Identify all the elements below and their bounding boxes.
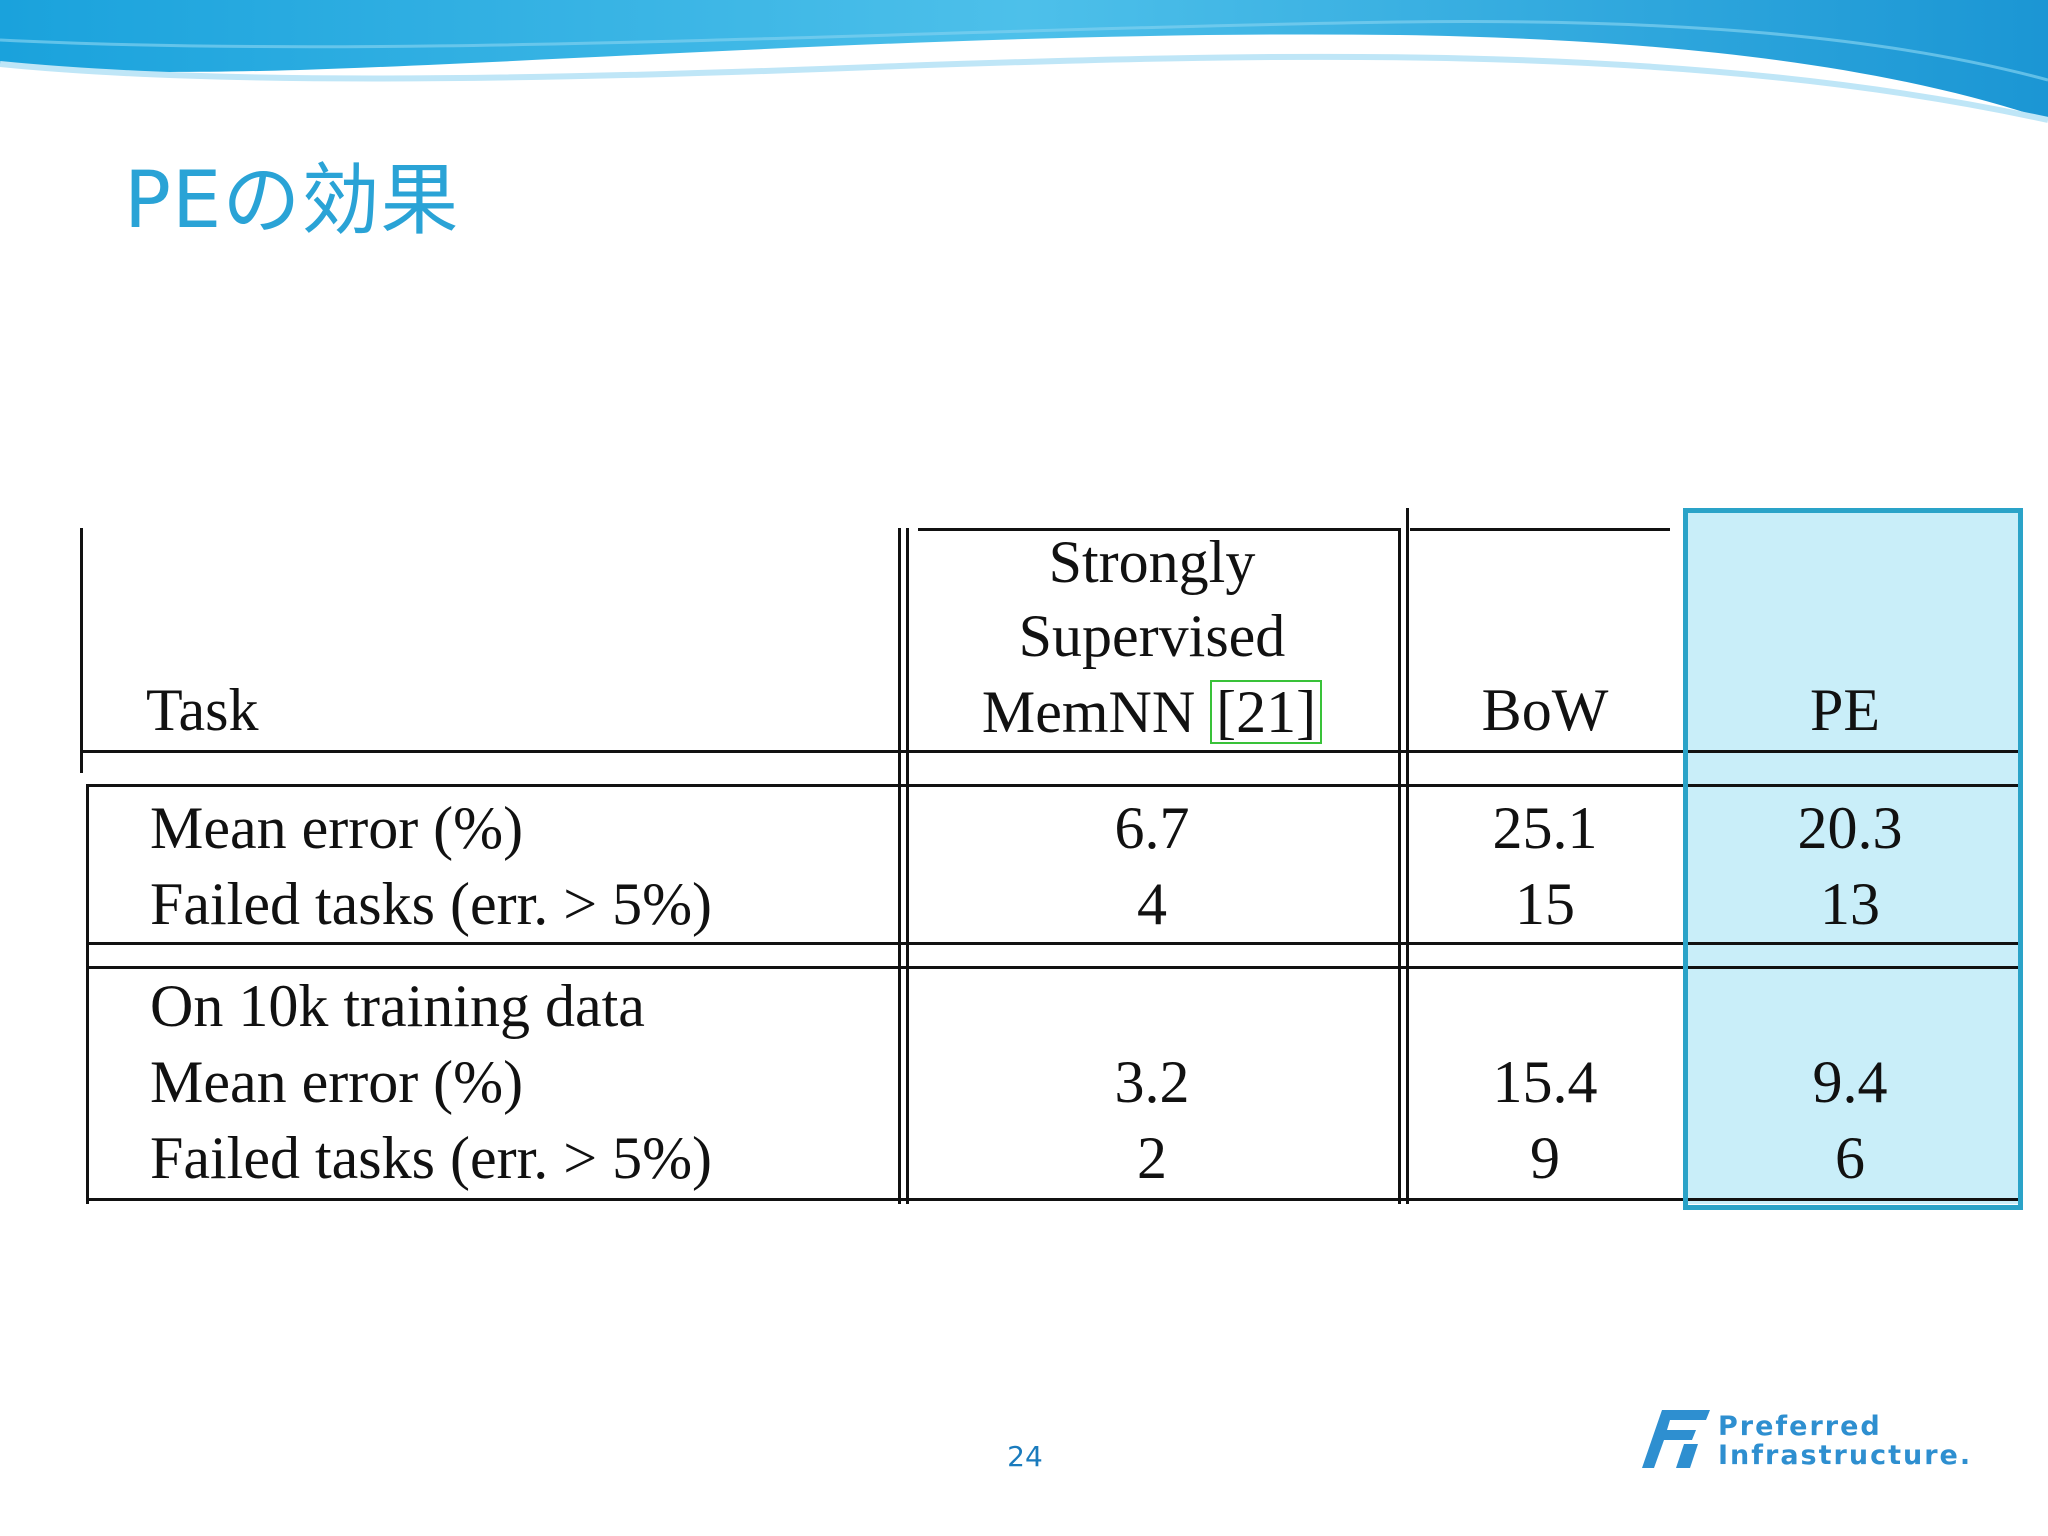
- cell-pe: 6: [1835, 1125, 1865, 1191]
- table-hrule: [86, 1198, 2020, 1201]
- table-vrule: [80, 528, 83, 773]
- header-memnn-line1: Strongly: [1048, 529, 1256, 595]
- header-task: Task: [146, 677, 259, 743]
- logo-text: Preferred Infrastructure.: [1718, 1412, 1972, 1470]
- header-memnn-name: MemNN: [981, 679, 1196, 745]
- cell-bow: 9: [1530, 1125, 1560, 1191]
- table-vrule: [1398, 528, 1401, 1204]
- results-table: Task Strongly Supervised MemNN [21] BoW …: [80, 508, 2023, 1210]
- logo-mark-icon: [1642, 1410, 1710, 1468]
- cell-memnn: 2: [1137, 1125, 1167, 1191]
- header-pe: PE: [1809, 677, 1881, 743]
- table-vrule: [86, 784, 89, 1204]
- cell-bow: 25.1: [1492, 795, 1598, 861]
- row-label: Mean error (%): [150, 1049, 524, 1115]
- table-vrule: [1406, 508, 1409, 1204]
- company-logo: Preferred Infrastructure.: [1640, 1406, 1970, 1476]
- cell-memnn: 4: [1137, 871, 1167, 937]
- header-bow: BoW: [1481, 677, 1609, 743]
- logo-line1: Preferred: [1718, 1411, 1882, 1442]
- cell-memnn: 6.7: [1114, 795, 1190, 861]
- header-memnn-line3: MemNN [21]: [910, 680, 1394, 744]
- table-hrule: [86, 942, 2020, 945]
- row-label: Mean error (%): [150, 795, 524, 861]
- table-hrule: [80, 750, 2020, 753]
- table-hrule: [86, 966, 2020, 969]
- table-hrule: [1410, 528, 1670, 531]
- cell-bow: 15.4: [1492, 1049, 1598, 1115]
- page-number: 24: [1007, 1440, 1043, 1473]
- cell-bow: 15: [1515, 871, 1575, 937]
- citation-reference[interactable]: [21]: [1210, 680, 1323, 744]
- header-wave-decoration: [0, 0, 2048, 123]
- table-hrule: [918, 528, 1398, 531]
- table-vrule: [906, 528, 909, 1204]
- group-caption: On 10k training data: [150, 973, 645, 1039]
- cell-memnn: 3.2: [1114, 1049, 1190, 1115]
- cell-pe: 13: [1820, 871, 1880, 937]
- logo-line2: Infrastructure.: [1718, 1440, 1973, 1471]
- pe-column-highlight: [1685, 508, 2020, 1204]
- cell-pe: 20.3: [1797, 795, 1903, 861]
- table-hrule: [86, 784, 2020, 787]
- slide-title: PEの効果: [124, 156, 460, 246]
- row-label: Failed tasks (err. > 5%): [150, 1125, 713, 1191]
- pe-column-border: [1683, 508, 2023, 1210]
- table-vrule: [898, 528, 901, 1204]
- cell-pe: 9.4: [1812, 1049, 1888, 1115]
- header-memnn-line2: Supervised: [1018, 603, 1286, 669]
- row-label: Failed tasks (err. > 5%): [150, 871, 713, 937]
